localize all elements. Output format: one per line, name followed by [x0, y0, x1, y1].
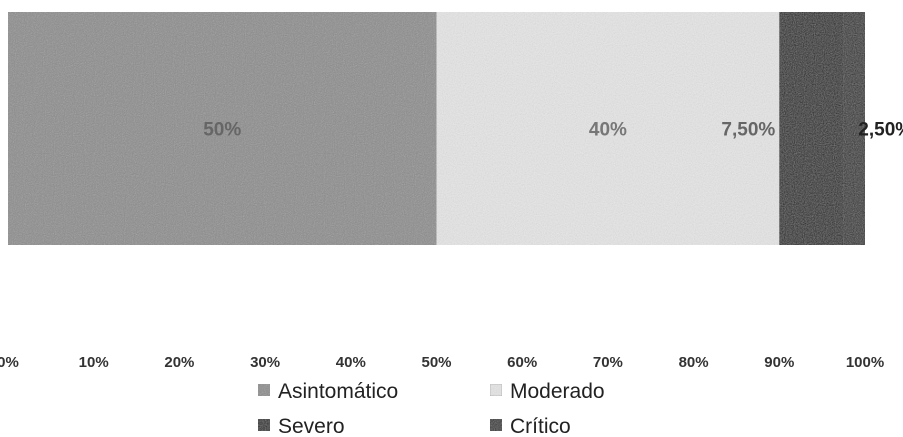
x-tick-label: 0%	[0, 354, 19, 371]
legend-label: Asintomático	[278, 380, 398, 403]
data-labels: 50% 40% 7,50% 2,50%	[203, 120, 903, 141]
legend-swatch	[258, 384, 270, 396]
legend-item-2: Moderado	[489, 380, 605, 403]
x-tick-label: 40%	[336, 354, 366, 371]
data-label-1: 50%	[203, 120, 241, 141]
x-tick-label: 30%	[250, 354, 280, 371]
x-tick-label: 80%	[679, 354, 709, 371]
legend-label: Moderado	[510, 380, 605, 403]
bar-segment-4	[843, 12, 865, 245]
legend-swatch	[490, 419, 502, 431]
x-tick-label: 20%	[164, 354, 194, 371]
legend-item-3: Severo	[258, 415, 345, 437]
legend-item-4: Crítico	[490, 415, 571, 437]
legend-item-1: Asintomático	[258, 380, 398, 403]
x-tick-label: 10%	[79, 354, 109, 371]
data-label-3: 7,50%	[721, 120, 775, 141]
data-label-4: 2,50%	[858, 120, 903, 141]
x-tick-label: 90%	[764, 354, 794, 371]
legend-label: Severo	[278, 415, 345, 437]
legend: Asintomático Moderado Severo Crítico	[258, 380, 605, 437]
bar-segment-1	[8, 12, 437, 245]
bar-segment-2	[436, 12, 780, 245]
legend-swatch	[258, 419, 270, 431]
legend-swatch	[489, 383, 503, 397]
data-label-2: 40%	[589, 120, 627, 141]
x-tick-label: 60%	[507, 354, 537, 371]
bar-segments	[8, 12, 865, 245]
legend-label: Crítico	[510, 415, 571, 437]
x-tick-label: 50%	[421, 354, 451, 371]
bar-segment-3	[779, 12, 844, 245]
x-tick-label: 70%	[593, 354, 623, 371]
x-axis-tick-labels: 0% 10% 20% 30% 40% 50% 60% 70% 80% 90% 100%	[0, 354, 884, 371]
x-tick-label: 100%	[846, 354, 884, 371]
